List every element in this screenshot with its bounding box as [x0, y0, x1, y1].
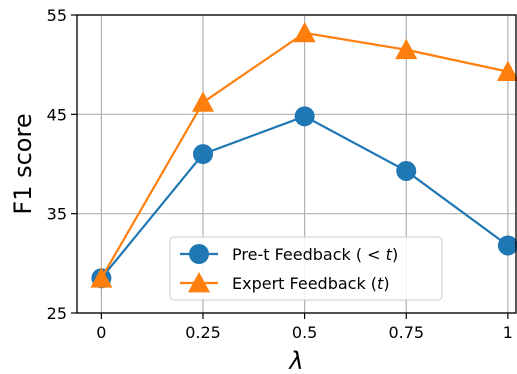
x-tick-label: 0.5 [292, 323, 317, 342]
series-expert-feedback [90, 21, 517, 288]
plot-frame [76, 14, 517, 314]
y-tick-label: 35 [47, 205, 67, 224]
legend-marker [188, 272, 210, 293]
legend-marker [189, 244, 209, 264]
legend: Pre-t Feedback ( < t) Expert Feedback (t) [169, 236, 443, 301]
x-axis: 0 0.25 0.5 0.75 1 [96, 313, 513, 342]
legend-item: Expert Feedback (t) [180, 272, 390, 293]
data-point [395, 38, 418, 60]
series-layer [90, 21, 517, 289]
y-tick-label: 25 [47, 304, 67, 323]
y-axis: 25 35 45 55 [47, 6, 77, 323]
legend-box [169, 236, 443, 301]
y-axis-label: F1 score [9, 113, 37, 214]
x-tick-label: 0 [96, 323, 106, 342]
data-point [293, 21, 316, 43]
data-point [396, 160, 417, 181]
legend-item: Pre-t Feedback ( < t) [180, 244, 398, 264]
data-point [497, 235, 517, 256]
x-tick-label: 0.25 [185, 323, 221, 342]
data-point [192, 91, 215, 112]
legend-label: Expert Feedback (t) [232, 274, 390, 293]
data-point [294, 106, 315, 127]
x-tick-label: 0.75 [388, 323, 424, 342]
data-point [90, 267, 113, 288]
data-point [193, 144, 214, 165]
y-tick-label: 55 [47, 6, 67, 25]
legend-label: Pre-t Feedback ( < t) [232, 245, 398, 264]
x-axis-label: λ [287, 347, 303, 374]
y-tick-label: 45 [47, 105, 67, 124]
x-tick-label: 1 [503, 323, 513, 342]
data-point [496, 60, 517, 81]
